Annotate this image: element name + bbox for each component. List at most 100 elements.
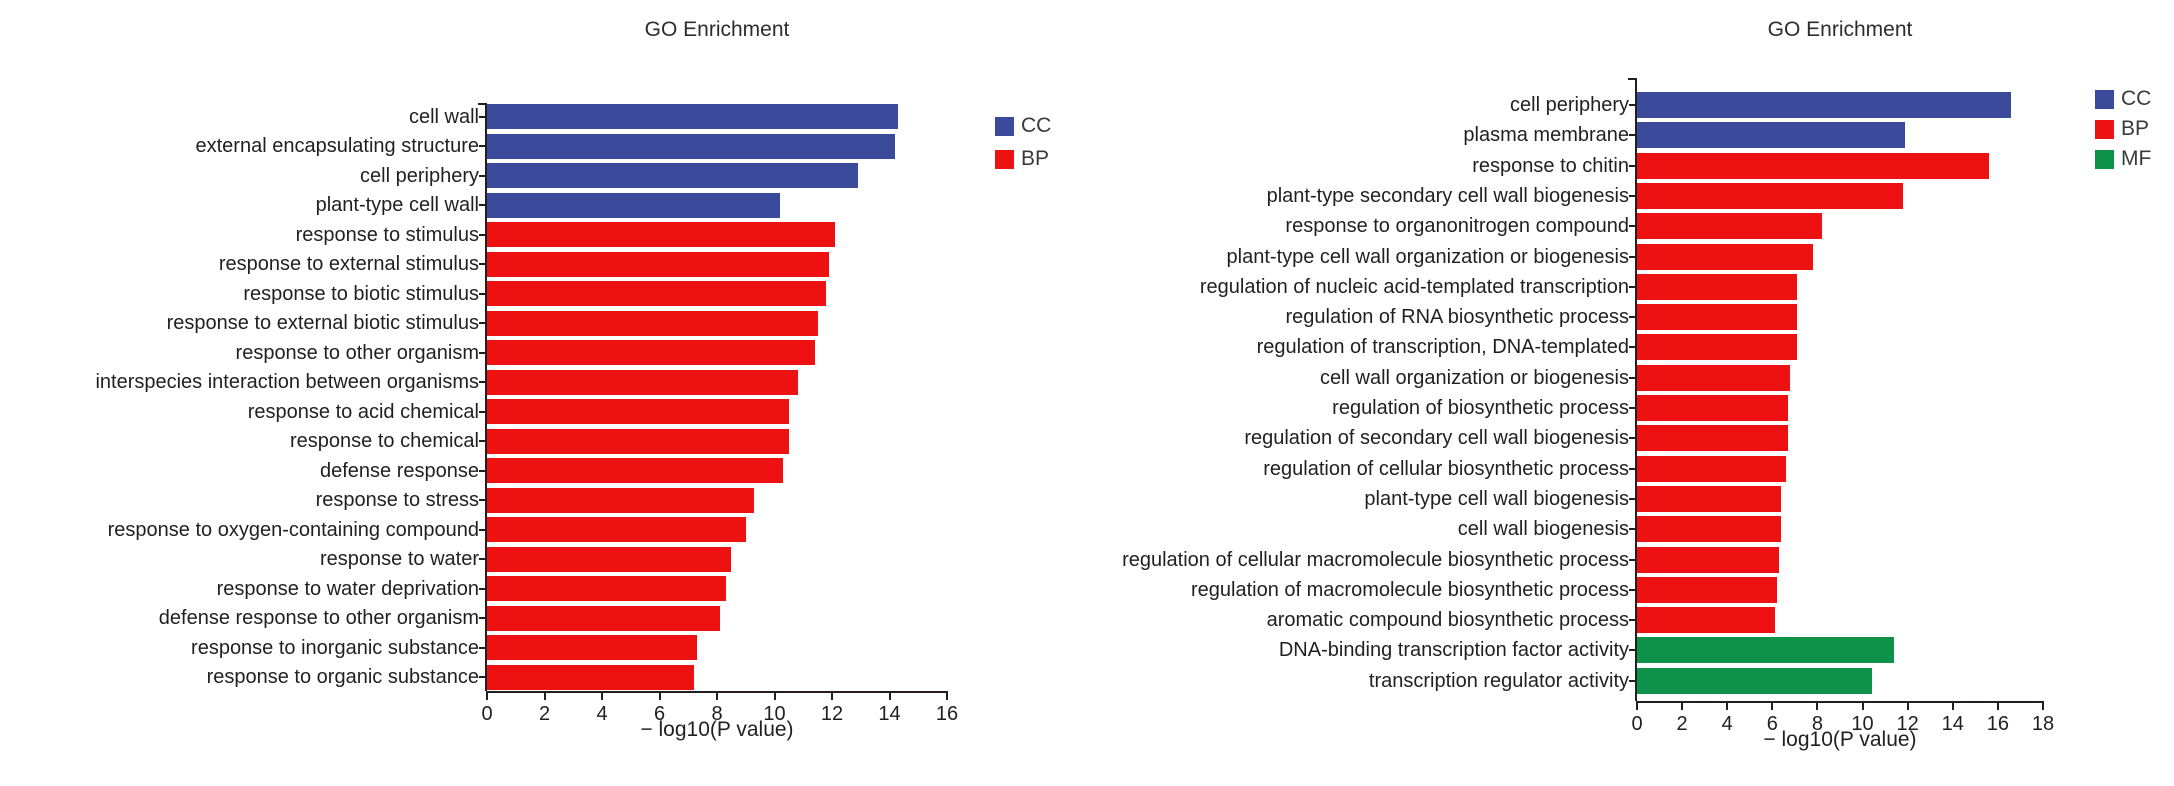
category-tick: [479, 351, 485, 354]
x-axis-label: − log10(P value): [1763, 728, 1917, 751]
bar: [487, 222, 835, 247]
category-tick: [479, 174, 485, 177]
legend-label: BP: [2121, 117, 2150, 140]
legend-item: CC: [995, 114, 1115, 137]
x-axis-label: − log10(P value): [640, 718, 794, 741]
legend-swatch: [2095, 90, 2114, 109]
x-tick: [1636, 703, 1638, 710]
bar: [1637, 273, 1798, 300]
category-tick: [479, 676, 485, 678]
category-label: interspecies interaction between organis…: [95, 371, 479, 393]
x-tick-label: 2: [538, 703, 551, 725]
legend-label: CC: [1021, 114, 1052, 137]
category-tick: [1629, 649, 1635, 652]
category-label: regulation of nucleic acid-templated tra…: [1199, 275, 1629, 298]
bar: [487, 133, 896, 159]
bar: [487, 163, 858, 188]
bar: [1637, 607, 1775, 634]
bar: [487, 192, 781, 218]
category-label: response to oxygen-containing compound: [107, 518, 479, 541]
category-label: response to inorganic substance: [191, 636, 479, 659]
bar: [1637, 304, 1798, 331]
bar: [487, 399, 789, 424]
category-tick: [1629, 164, 1635, 167]
category-tick: [1629, 376, 1635, 379]
x-axis-line: [1636, 701, 2044, 703]
legend-swatch: [995, 117, 1014, 136]
legend-label: MF: [2121, 147, 2152, 170]
legend-item: BP: [2095, 117, 2174, 140]
category-label: plant-type cell wall biogenesis: [1364, 487, 1629, 510]
category-label: regulation of RNA biosynthetic process: [1285, 306, 1629, 329]
y-axis-end-tick: [478, 103, 485, 105]
category-label: plant-type secondary cell wall biogenesi…: [1266, 184, 1629, 207]
bar: [487, 428, 789, 454]
category-label: regulation of secondary cell wall biogen…: [1244, 427, 1629, 450]
bar: [1637, 243, 1813, 270]
x-tick-label: 16: [935, 703, 959, 725]
bar: [487, 369, 798, 395]
bar: [1637, 485, 1782, 512]
bar: [487, 517, 746, 542]
category-label: aromatic compound biosynthetic process: [1266, 609, 1629, 632]
chart-title: GO Enrichment: [1767, 18, 1913, 41]
category-label: response to stress: [315, 489, 479, 511]
category-tick: [479, 410, 485, 413]
x-tick: [1996, 703, 1999, 710]
legend-swatch: [995, 150, 1014, 169]
x-tick-label: 4: [596, 703, 608, 725]
category-tick: [1629, 467, 1635, 470]
x-tick: [601, 693, 603, 700]
category-tick: [1629, 679, 1635, 682]
category-label: regulation of transcription, DNA-templat…: [1256, 336, 1629, 359]
bar: [1637, 516, 1782, 543]
x-tick: [658, 693, 661, 700]
x-tick: [2042, 703, 2044, 710]
legend-label: CC: [2121, 87, 2152, 110]
bar: [487, 458, 784, 483]
category-label: response to acid chemical: [247, 400, 479, 423]
bar: [487, 664, 694, 690]
category-tick: [479, 646, 485, 649]
category-tick: [479, 145, 485, 147]
category-label: plant-type cell wall organization or bio…: [1226, 245, 1629, 268]
category-tick: [1629, 255, 1635, 258]
x-tick: [1861, 703, 1864, 710]
category-tick: [479, 440, 485, 442]
category-tick: [479, 469, 485, 472]
bar: [1637, 425, 1789, 452]
category-tick: [479, 499, 485, 501]
category-label: response to stimulus: [295, 223, 479, 246]
legend-swatch: [2095, 120, 2114, 139]
category-tick: [1629, 225, 1635, 228]
legend-label: BP: [1021, 147, 1050, 170]
category-tick: [479, 617, 485, 619]
category-tick: [479, 115, 485, 118]
category-tick: [1629, 285, 1635, 288]
legend-item: CC: [2095, 87, 2174, 110]
bar: [487, 576, 726, 601]
bar: [487, 340, 815, 365]
category-tick: [479, 292, 485, 295]
x-tick-label: 8: [711, 703, 723, 725]
bar: [1637, 334, 1798, 361]
category-tick: [479, 204, 485, 206]
x-tick-label: 18: [2031, 713, 2055, 735]
bar: [1637, 213, 1822, 240]
bar: [1637, 152, 1989, 179]
category-label: response to water: [320, 548, 479, 570]
bar: [1637, 182, 1904, 209]
category-tick: [479, 587, 485, 590]
bar: [487, 487, 755, 513]
category-label: response to chemical: [290, 430, 479, 452]
bar: [1637, 395, 1789, 421]
category-label: cell wall: [408, 105, 479, 128]
category-tick: [1629, 346, 1635, 349]
bar: [487, 251, 830, 277]
x-tick-label: 14: [878, 703, 901, 725]
bar: [1637, 546, 1780, 573]
category-tick: [1629, 194, 1635, 197]
x-tick-label: 12: [1896, 713, 1919, 735]
x-tick: [1771, 703, 1774, 710]
category-label: regulation of cellular macromolecule bio…: [1122, 548, 1629, 571]
